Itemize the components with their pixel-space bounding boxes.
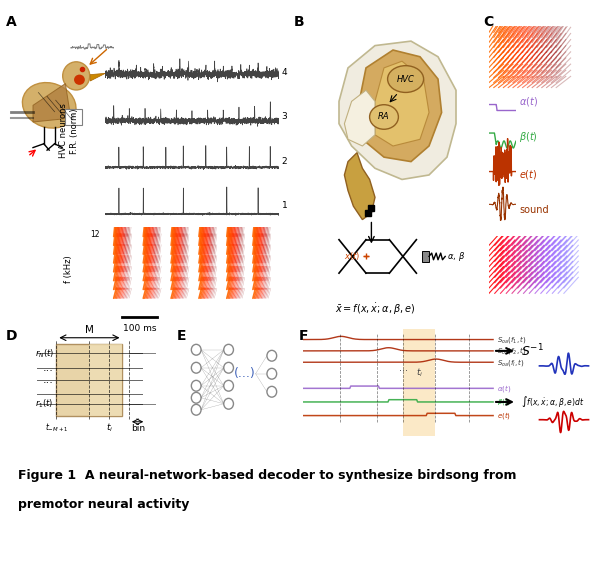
- Bar: [56, 344, 122, 416]
- Text: HVC neurons
F.R. (norm): HVC neurons F.R. (norm): [59, 104, 79, 158]
- Ellipse shape: [22, 83, 76, 128]
- Text: RA: RA: [378, 112, 390, 122]
- Text: ...: ...: [399, 363, 408, 373]
- Text: premotor neural activity: premotor neural activity: [18, 498, 190, 510]
- Text: 2: 2: [281, 157, 287, 166]
- Text: $e(t)$: $e(t)$: [497, 410, 511, 421]
- Text: $\beta(t)$: $\beta(t)$: [519, 130, 538, 144]
- Text: $t_i$: $t_i$: [106, 422, 113, 434]
- Text: F: F: [299, 329, 308, 343]
- Text: bin: bin: [131, 424, 145, 433]
- Text: sound: sound: [519, 204, 548, 215]
- Text: $\alpha(t)$: $\alpha(t)$: [519, 95, 538, 108]
- Text: $S_{oa}(f_l, t)$: $S_{oa}(f_l, t)$: [497, 357, 525, 368]
- Text: ...: ...: [43, 363, 54, 372]
- Text: $t_i$: $t_i$: [416, 366, 423, 379]
- Text: B: B: [294, 15, 305, 29]
- Text: $S_{oa}(f_2, t)$: $S_{oa}(f_2, t)$: [497, 345, 527, 356]
- Text: C: C: [483, 15, 493, 29]
- Text: 12: 12: [90, 230, 100, 239]
- Bar: [422, 251, 429, 262]
- Bar: [89, 344, 122, 416]
- Text: 4: 4: [281, 68, 287, 77]
- Bar: [403, 329, 435, 436]
- Polygon shape: [375, 61, 429, 146]
- Bar: [65, 109, 82, 125]
- Polygon shape: [344, 152, 375, 219]
- Text: $e(t)$: $e(t)$: [519, 168, 538, 181]
- Text: D: D: [6, 329, 17, 343]
- Polygon shape: [357, 50, 442, 162]
- Text: ...: ...: [43, 375, 54, 385]
- Ellipse shape: [63, 62, 90, 90]
- Polygon shape: [344, 90, 375, 146]
- Text: (...): (...): [234, 367, 256, 380]
- Ellipse shape: [370, 105, 398, 129]
- Text: E: E: [177, 329, 187, 343]
- Ellipse shape: [74, 74, 85, 85]
- Text: $\bar{x}=f(x,\dot{x};\alpha,\beta,e)$: $\bar{x}=f(x,\dot{x};\alpha,\beta,e)$: [335, 302, 415, 317]
- Text: F: F: [71, 114, 76, 120]
- Text: $S^{-1}$: $S^{-1}$: [521, 343, 544, 359]
- Text: $t_{-M+1}$: $t_{-M+1}$: [44, 422, 68, 434]
- Text: 100 ms: 100 ms: [123, 324, 157, 333]
- Polygon shape: [339, 41, 456, 179]
- Text: $r_N(t)$: $r_N(t)$: [35, 347, 54, 360]
- Text: $x(t)$: $x(t)$: [344, 250, 361, 262]
- Text: 3: 3: [281, 112, 287, 121]
- Text: $\int f(x,\dot{x};\alpha,\beta,e)dt$: $\int f(x,\dot{x};\alpha,\beta,e)dt$: [521, 395, 584, 410]
- Polygon shape: [33, 84, 71, 122]
- Text: M: M: [85, 325, 94, 335]
- Text: $S_{oa}(f_1, t)$: $S_{oa}(f_1, t)$: [497, 334, 527, 345]
- Text: Figure 1  A neural-network-based decoder to synthesize birdsong from: Figure 1 A neural-network-based decoder …: [18, 469, 517, 481]
- Text: $\alpha(t)$: $\alpha(t)$: [497, 383, 511, 394]
- Text: HVC: HVC: [397, 74, 415, 84]
- Polygon shape: [90, 73, 106, 81]
- Text: $\alpha,\, \beta$: $\alpha,\, \beta$: [447, 250, 465, 263]
- Text: $\beta(t)$: $\beta(t)$: [497, 396, 511, 407]
- Text: $r_1(t)$: $r_1(t)$: [35, 398, 54, 410]
- Ellipse shape: [388, 66, 424, 93]
- Text: 1: 1: [281, 201, 287, 210]
- Text: A: A: [6, 15, 17, 29]
- Text: f (kHz): f (kHz): [65, 255, 74, 283]
